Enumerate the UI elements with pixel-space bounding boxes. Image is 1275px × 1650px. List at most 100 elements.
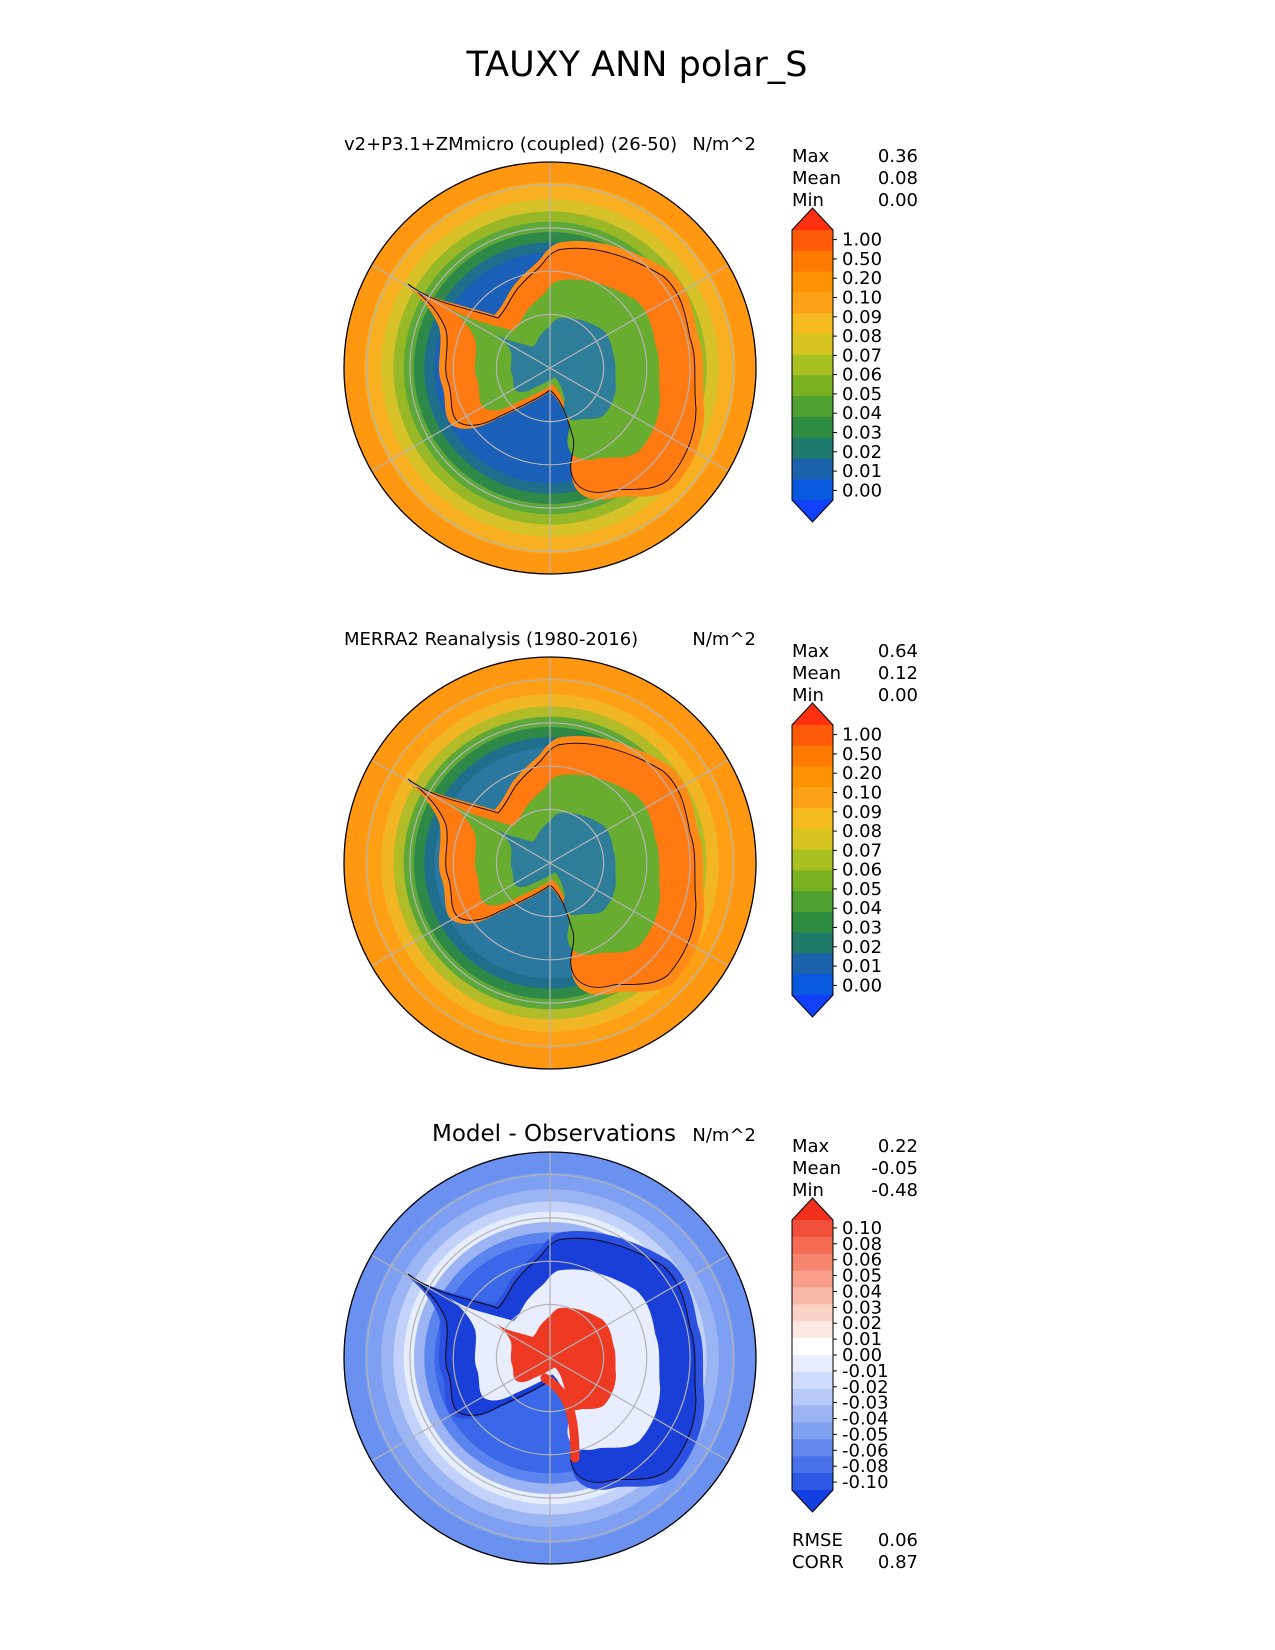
meridian-line [371, 1357, 551, 1462]
colorbar-outline [791, 1197, 834, 1513]
meridian-line [371, 367, 551, 472]
panel-model: v2+P3.1+ZMmicro (coupled) (26-50) N/m^2 … [343, 134, 918, 575]
colorbar-tick-label: 0.07 [842, 840, 882, 861]
colorbar-tick-label: 0.04 [842, 403, 882, 424]
stat-max-value: 0.22 [878, 1136, 918, 1157]
stat-max-label: Max [792, 641, 830, 662]
colorbar-segment [792, 1270, 833, 1289]
colorbar-segment [792, 1287, 833, 1305]
colorbar-tick-label: 0.00 [842, 1345, 882, 1366]
panel-title-units: N/m^2 [692, 1125, 756, 1146]
colorbar-segment [792, 1388, 833, 1407]
stat-max-label: Max [792, 1136, 830, 1157]
stat-min-label: Min [792, 190, 824, 211]
meridian-line [371, 1254, 551, 1359]
colorbar-segment [792, 437, 833, 460]
colorbar-segment [792, 1220, 833, 1238]
meridian-line [549, 862, 729, 967]
colorbar-segment [792, 375, 833, 397]
panel-reference: MERRA2 Reanalysis (1980-2016) N/m^2 Max … [343, 629, 918, 1070]
colorbar-tick-label: 0.09 [842, 307, 882, 328]
meridian-line [371, 862, 551, 967]
colorbar: 0.100.080.060.050.040.030.020.010.00-0.0… [791, 1197, 889, 1513]
colorbar-tick-label: 0.03 [842, 918, 882, 939]
panel-title-left: MERRA2 Reanalysis (1980-2016) [344, 629, 638, 650]
colorbar-segment [792, 479, 833, 501]
colorbar-segment [792, 230, 833, 252]
colorbar-tick-label: 0.50 [842, 249, 882, 270]
colorbar-tick-label: -0.08 [842, 1456, 889, 1477]
colorbar-segment [792, 1473, 833, 1491]
colorbar-segment [792, 911, 833, 934]
colorbar-tick-label: 0.02 [842, 937, 882, 958]
positive-anomaly [540, 1373, 580, 1463]
colorbar-segment [792, 766, 833, 788]
colorbar-tick-label: 0.06 [842, 860, 882, 881]
colorbar-tick-label: -0.04 [842, 1409, 889, 1430]
colorbar-segment [792, 396, 833, 418]
colorbar-tick-label: 1.00 [842, 230, 882, 251]
colorbar-tick-label: 0.10 [842, 783, 882, 804]
stat-max-label: Max [792, 146, 830, 167]
graticule [366, 1152, 734, 1564]
colorbar-tick-label: -0.03 [842, 1393, 889, 1414]
colorbar-tick-label: 0.08 [842, 326, 882, 347]
colorbar-tick-label: 0.09 [842, 802, 882, 823]
colorbar-segment [792, 458, 833, 480]
colorbar-segment [792, 313, 833, 335]
colorbar-segment [792, 891, 833, 913]
colorbar-segment [792, 1321, 833, 1339]
colorbar-outline [791, 207, 834, 523]
colorbar-segment [792, 932, 833, 955]
colorbar-tick-label: 0.00 [842, 480, 882, 501]
colorbar-extend-max [792, 703, 833, 725]
stat-mean-value: 0.12 [878, 663, 918, 684]
colorbar-segment [792, 271, 833, 293]
meridian-line [371, 759, 551, 864]
colorbar-tick-label: 0.03 [842, 423, 882, 444]
stat-min-label: Min [792, 685, 824, 706]
colorbar-extend-min [792, 500, 833, 522]
rmse-label: RMSE [792, 1530, 843, 1551]
colorbar-segment [792, 745, 833, 768]
corr-value: 0.87 [878, 1552, 918, 1573]
colorbar-segment [792, 1236, 833, 1255]
colorbar-tick-label: 0.05 [842, 1266, 882, 1287]
colorbar-segment [792, 953, 833, 975]
colorbar-tick-label: 0.08 [842, 1234, 882, 1255]
colorbar-tick-label: -0.01 [842, 1361, 889, 1382]
colorbar-tick-label: 0.06 [842, 1250, 882, 1271]
colorbar-tick-label: 0.01 [842, 461, 882, 482]
colorbar-segment [792, 870, 833, 892]
colorbar-segment [792, 1422, 833, 1440]
stat-max-value: 0.64 [878, 641, 918, 662]
panel-title-units: N/m^2 [692, 134, 756, 155]
stat-min-value: -0.48 [871, 1180, 918, 1201]
colorbar-tick-label: 0.05 [842, 879, 882, 900]
meridian-line [549, 1254, 729, 1359]
colorbar-tick-label: 0.00 [842, 975, 882, 996]
stat-mean-label: Mean [792, 168, 841, 189]
figure-title: TAUXY ANN polar_S [465, 45, 807, 85]
colorbar-tick-label: 0.03 [842, 1297, 882, 1318]
colorbar-tick-label: -0.02 [842, 1377, 889, 1398]
meridian-line [371, 264, 551, 369]
map-boundary [343, 1151, 757, 1565]
colorbar-extend-max [792, 208, 833, 230]
colorbar-segment [792, 725, 833, 747]
colorbar-segment [792, 1371, 833, 1390]
stat-mean-value: -0.05 [871, 1158, 918, 1179]
colorbar: 1.000.500.200.100.090.080.070.060.050.04… [791, 702, 882, 1018]
colorbar-tick-label: 0.01 [842, 1329, 882, 1350]
colorbar-segment [792, 1405, 833, 1424]
colorbar-extend-max [792, 1198, 833, 1220]
graticule [366, 657, 734, 1069]
panel-difference: Model - Observations N/m^2 Max 0.22 Mean… [343, 1121, 918, 1573]
colorbar-segment [792, 250, 833, 273]
colorbar-segment [792, 787, 833, 809]
colorbar-tick-label: 0.08 [842, 821, 882, 842]
stat-min-value: 0.00 [878, 685, 918, 706]
colorbar-extend-min [792, 1490, 833, 1512]
colorbar-tick-label: 1.00 [842, 725, 882, 746]
